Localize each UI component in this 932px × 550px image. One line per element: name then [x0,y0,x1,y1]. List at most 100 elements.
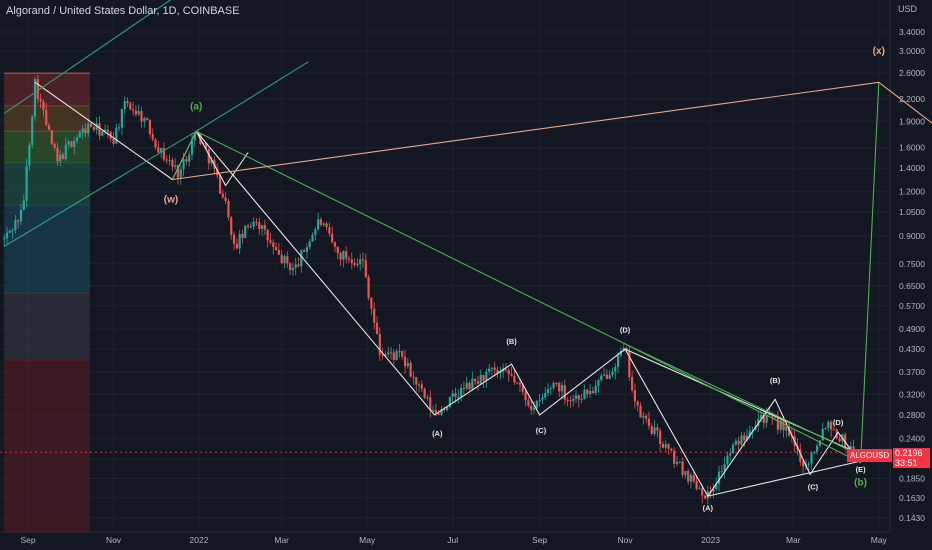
candle-body [818,440,822,446]
candle-body [417,384,421,386]
candle-body [642,415,645,418]
candle-body [246,225,250,227]
candle-body [832,429,836,431]
candle-body [235,243,238,249]
fib-zone [4,162,90,206]
candle-body [535,400,538,409]
price-tick-label: 0.1630 [899,493,925,503]
candle-body [426,397,429,399]
candle-body [11,230,14,232]
green-wave-line [624,343,861,456]
candle-body [768,414,771,416]
candle-body [157,147,160,153]
white-wave-line [707,459,864,497]
candle-body [401,351,404,357]
candle-body [566,399,569,401]
candle-body [633,390,637,402]
candle-body [507,370,510,375]
candle-body [398,351,401,353]
candle-body [280,254,283,264]
candle-body [546,388,550,394]
candle-body [98,123,101,136]
candle-body [726,455,729,465]
white-wave-line [195,131,249,187]
candle-body [168,159,171,161]
candle-body [471,378,474,390]
candle-body [619,351,622,356]
price-tick-label: 1.2000 [899,187,925,197]
candle-body [849,446,852,449]
candle-body [207,148,210,164]
candle-body [274,246,278,250]
candle-body [703,495,707,499]
candle-body [384,354,387,356]
candle-body [171,159,174,167]
candle-body [821,429,824,441]
candle-body [216,168,219,176]
candle-body [743,435,746,441]
candle-body [47,125,51,131]
candle-body [75,137,79,141]
candle-body [272,242,275,247]
candle-body [300,250,303,267]
candle-body [8,230,11,233]
wave-label: (D) [833,418,844,427]
candle-body [572,398,575,401]
candle-body [132,109,135,111]
candle-body [31,116,34,145]
candle-body [42,101,45,110]
candle-body [524,391,527,401]
candle-body [731,444,735,454]
candle-body [3,238,6,240]
price-tick-label: 3.0000 [899,46,925,56]
candle-body [434,410,437,414]
price-tick-label: 2.2000 [899,94,925,104]
candle-body [602,374,606,376]
candle-body [17,220,20,222]
candle-body [773,416,777,418]
candle-body [151,133,154,140]
candle-body [336,246,339,253]
candle-body [73,140,76,147]
candle-body [115,127,118,144]
candle-body [757,418,760,427]
candle-body [787,426,791,436]
green-wave-line [171,131,197,180]
candle-body [824,428,827,430]
candle-body [392,352,395,360]
candle-body [317,219,320,230]
candle-body [614,366,617,372]
candle-body [50,130,53,144]
current-price-value: 0.2196 [895,448,923,458]
candle-body [356,263,359,265]
candle-body [56,147,59,162]
fib-zone [4,73,90,106]
candle-body [759,414,763,419]
candle-body [415,377,418,385]
price-tick-label: 0.9000 [899,231,925,241]
candle-body [412,376,415,378]
symbol-title[interactable]: Algorand / United States Dollar, 1D, COI… [6,5,240,17]
candle-body [120,108,124,128]
candle-body [283,256,286,264]
candle-body [583,389,586,399]
wave-label: (D) [620,325,631,334]
candle-body [123,101,126,109]
candle-body [238,233,241,249]
candle-body [445,406,449,411]
candle-body [311,234,314,242]
candle-body [129,103,132,110]
candle-body [661,443,665,448]
wave-label: (A) [432,429,443,438]
price-tick-label: 1.6000 [899,143,925,153]
candle-body [140,111,143,122]
candle-body [468,382,471,390]
candle-body [176,165,180,178]
candle-body [33,79,37,117]
price-tick-label: 3.4000 [899,27,925,37]
candle-body [190,140,194,155]
candle-body [653,427,656,434]
candle-body [748,430,751,436]
